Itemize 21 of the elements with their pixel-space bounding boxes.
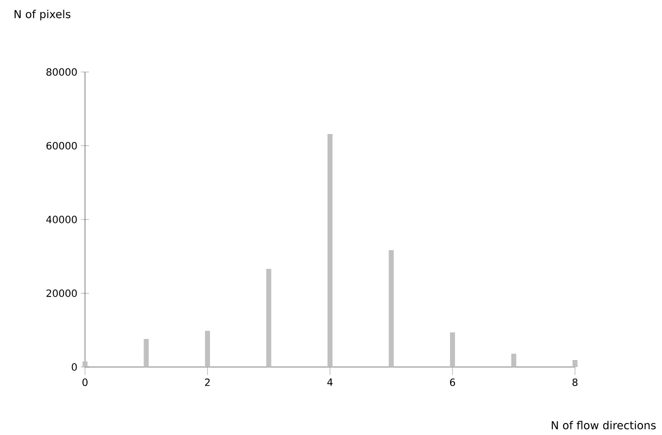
y-tick-label: 60000 bbox=[46, 142, 77, 150]
x-tick-label: 8 bbox=[572, 378, 578, 386]
x-tick-label: 6 bbox=[450, 378, 456, 386]
bar bbox=[266, 268, 272, 367]
bar bbox=[82, 361, 88, 367]
y-tick-label: 80000 bbox=[46, 68, 77, 76]
x-tick-label: 2 bbox=[205, 378, 210, 386]
x-axis-title: N of flow directions bbox=[552, 420, 656, 430]
bar bbox=[388, 250, 394, 367]
x-tick-label: 4 bbox=[327, 378, 333, 386]
bar bbox=[328, 134, 332, 367]
bar bbox=[572, 360, 578, 367]
bar bbox=[511, 354, 516, 367]
bar bbox=[450, 332, 455, 367]
bar bbox=[205, 330, 210, 367]
y-axis-title: N of pixels bbox=[14, 10, 70, 20]
y-tick-label: 40000 bbox=[46, 216, 77, 224]
y-tick-label: 0 bbox=[72, 363, 77, 371]
y-tick-label: 20000 bbox=[46, 289, 77, 298]
bar bbox=[144, 338, 149, 367]
x-tick-label: 0 bbox=[82, 378, 88, 386]
